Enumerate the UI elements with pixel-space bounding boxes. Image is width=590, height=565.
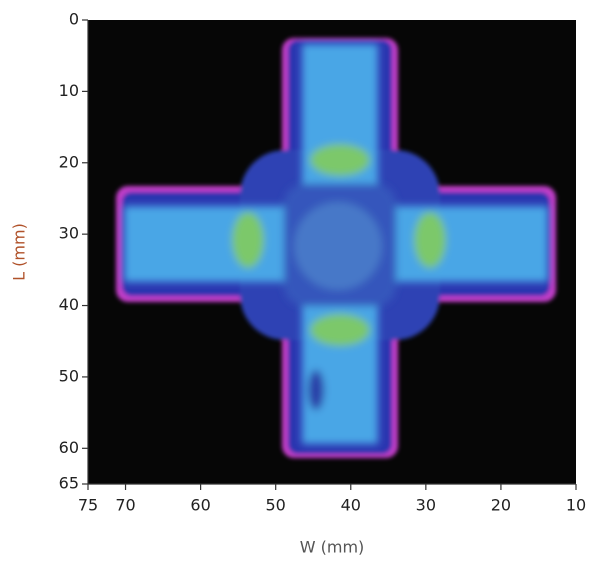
y-tick-label: 30 (59, 224, 79, 243)
x-axis-title: W (mm) (300, 538, 365, 557)
y-tick-label: 60 (59, 438, 79, 457)
x-tick-label: 20 (491, 496, 511, 515)
y-tick-label: 0 (69, 10, 79, 29)
y-tick-label: 20 (59, 152, 79, 171)
x-tick-label: 50 (266, 496, 286, 515)
x-tick-label: 75 (78, 496, 98, 515)
y-tick-label: 10 (59, 81, 79, 100)
y-tick-label: 65 (59, 474, 79, 493)
y-tick-label: 50 (59, 366, 79, 385)
x-tick-label: 40 (341, 496, 361, 515)
y-axis-title: L (mm) (10, 223, 29, 281)
x-tick-label: 10 (566, 496, 586, 515)
y-tick-label: 40 (59, 295, 79, 314)
x-tick-label: 30 (416, 496, 436, 515)
chart: W (mm) L (mm) 75 70 60 50 40 30 20 10 0 10 20 30 40 5… (0, 0, 590, 565)
x-tick-label: 60 (190, 496, 210, 515)
x-tick-label: 70 (115, 496, 135, 515)
